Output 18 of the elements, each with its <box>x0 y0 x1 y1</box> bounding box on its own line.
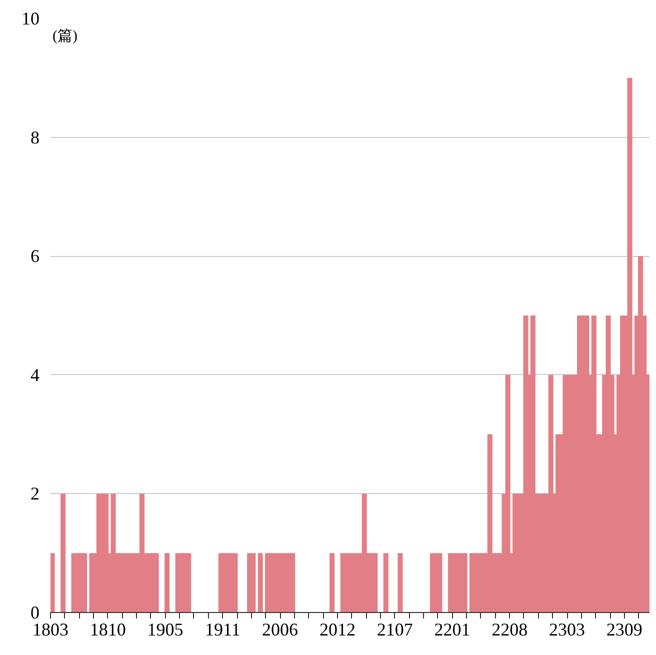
x-tick-label: 2303 <box>549 620 586 640</box>
y-tick-label: 0 <box>30 602 40 622</box>
x-tick-label: 1803 <box>32 620 68 640</box>
x-tick-label: 2006 <box>262 620 298 640</box>
x-tick-label: 2201 <box>434 620 470 640</box>
x-tick-label: 1911 <box>205 620 240 640</box>
y-tick-label: 8 <box>30 127 40 148</box>
x-tick-label: 1905 <box>147 620 184 640</box>
x-tick-label: 2309 <box>606 620 642 640</box>
x-tick-label: 2107 <box>376 620 413 640</box>
x-tick-label: 2208 <box>492 620 528 640</box>
y-tick-label: 2 <box>30 484 40 504</box>
x-tick-label: 2012 <box>319 620 356 640</box>
y-tick-label: 4 <box>30 364 40 385</box>
x-tick-label: 1810 <box>90 620 126 640</box>
y-tick-label: 6 <box>30 246 40 266</box>
y-axis-title: (篇) <box>52 28 78 44</box>
y-tick-label: 10 <box>22 8 40 28</box>
